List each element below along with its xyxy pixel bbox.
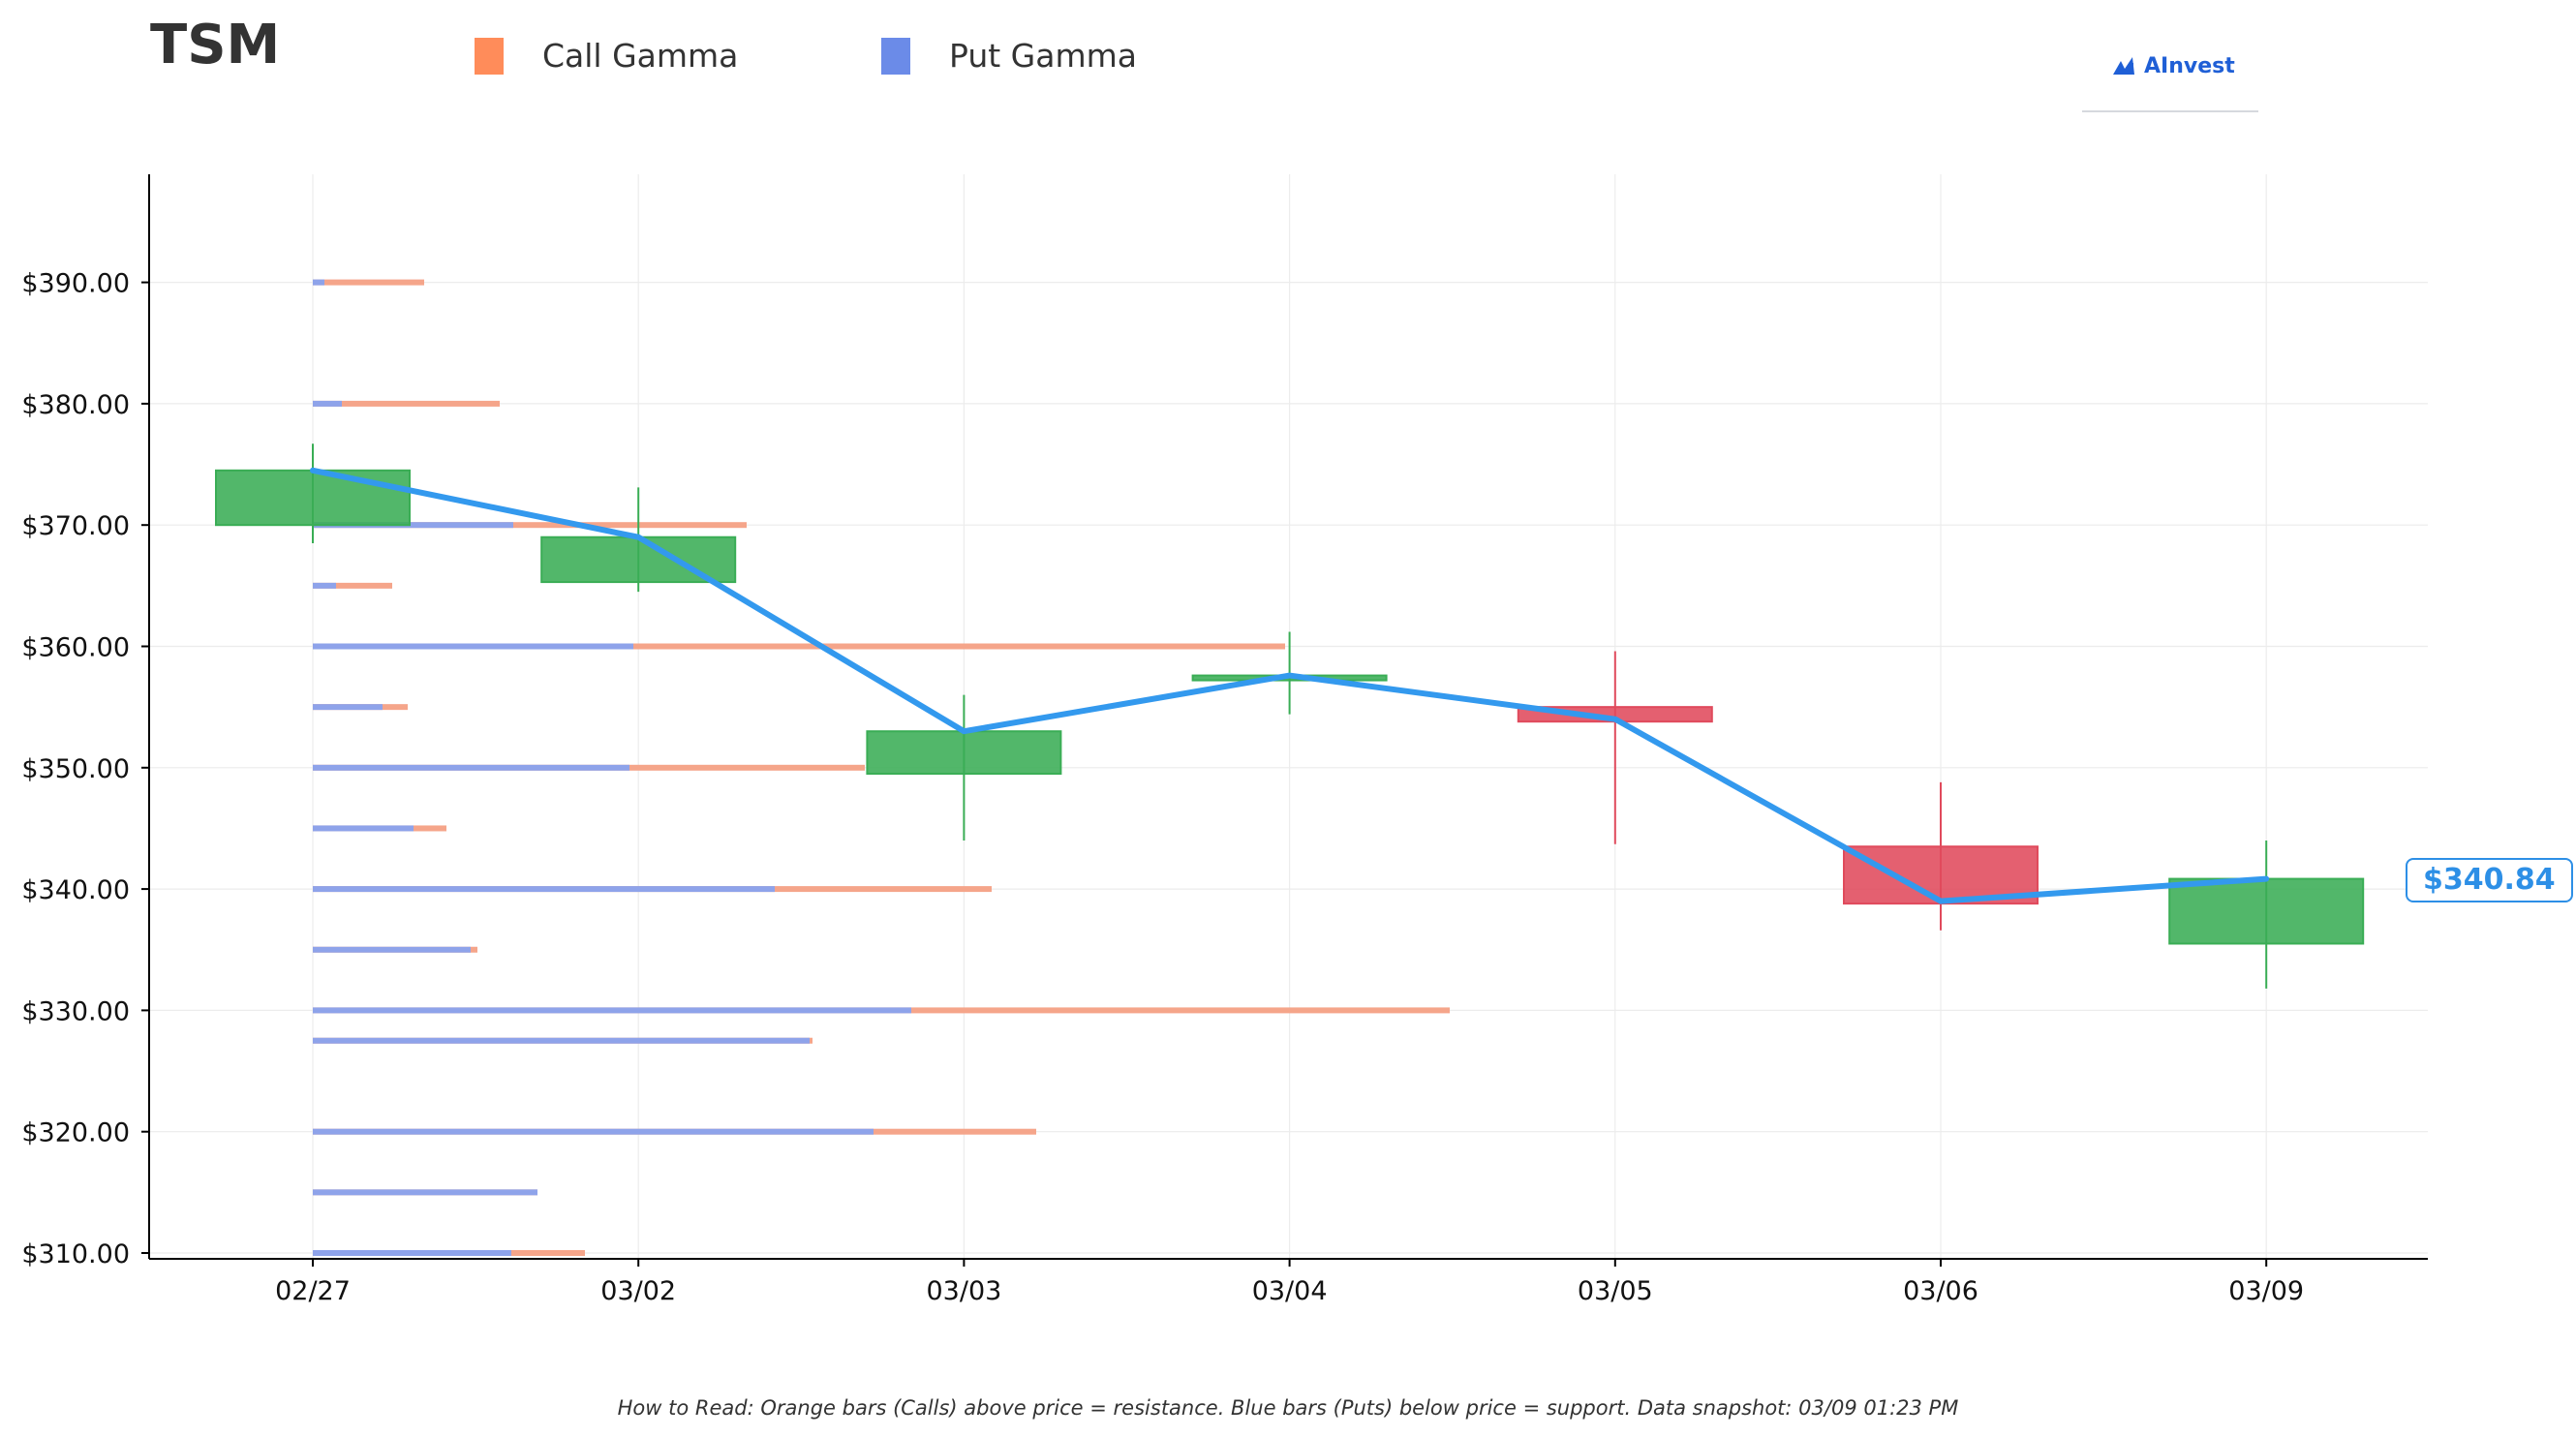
current-price-badge: $340.84 xyxy=(2406,858,2573,902)
y-tick-label: $320.00 xyxy=(21,1118,130,1148)
x-tick-label: 03/04 xyxy=(1252,1276,1328,1306)
put-gamma-bar-370 xyxy=(313,522,513,529)
x-tick-label: 03/02 xyxy=(600,1276,676,1306)
call-gamma-bar-380 xyxy=(313,400,500,407)
put-gamma-bar-310 xyxy=(313,1250,511,1256)
put-gamma-swatch xyxy=(881,37,910,75)
call-gamma-bar-370 xyxy=(313,522,747,529)
put-gamma-bar-350 xyxy=(313,764,629,771)
x-tick-label: 03/05 xyxy=(1578,1276,1653,1306)
y-tick-label: $370.00 xyxy=(21,511,130,541)
logo-chart-icon xyxy=(2113,57,2134,75)
plot-area: $310.00 $320.00 $330.00 $340.00 $350.00 $360.… xyxy=(21,174,2428,1306)
candle-body-03/09 xyxy=(2168,877,2365,945)
y-tick-label: $360.00 xyxy=(21,633,130,663)
x-tick-label: 03/09 xyxy=(2228,1276,2304,1306)
y-tick-label: $380.00 xyxy=(21,390,130,420)
candle-body-03/03 xyxy=(866,730,1062,776)
put-gamma-label: Put Gamma xyxy=(949,37,1137,75)
put-gamma-bar-335 xyxy=(313,946,471,953)
put-gamma-bar-330 xyxy=(313,1007,911,1014)
call-gamma-bar-360 xyxy=(313,643,1285,650)
legend-item-call-gamma: Call Gamma xyxy=(475,37,738,75)
y-tick-label: $350.00 xyxy=(21,754,130,784)
y-tick-label: $340.00 xyxy=(21,875,130,905)
call-gamma-label: Call Gamma xyxy=(542,37,739,75)
x-tick-label: 03/03 xyxy=(926,1276,1001,1306)
put-gamma-bar-327.5 xyxy=(313,1037,810,1044)
footnote: How to Read: Orange bars (Calls) above p… xyxy=(617,1396,1959,1420)
put-gamma-bar-340 xyxy=(313,886,775,893)
put-gamma-bar-380 xyxy=(313,400,342,407)
put-gamma-bar-355 xyxy=(313,704,383,711)
put-gamma-bar-315 xyxy=(313,1189,537,1196)
call-gamma-bar-365 xyxy=(313,582,392,589)
candle-body-02/27 xyxy=(215,469,411,527)
close-price-line xyxy=(310,467,2270,904)
call-gamma-bar-390 xyxy=(313,279,424,286)
put-gamma-bar-365 xyxy=(313,582,336,589)
put-gamma-bar-390 xyxy=(313,279,324,286)
x-tick-label: 03/06 xyxy=(1903,1276,1978,1306)
x-tick-label: 02/27 xyxy=(275,1276,351,1306)
put-gamma-bar-360 xyxy=(313,643,633,650)
y-tick-label: $330.00 xyxy=(21,996,130,1026)
put-gamma-bar-320 xyxy=(313,1128,874,1135)
legend-item-put-gamma: Put Gamma xyxy=(881,37,1137,75)
ticker-title: TSM xyxy=(150,14,281,76)
call-gamma-swatch xyxy=(475,37,504,75)
put-gamma-bar-345 xyxy=(313,825,414,832)
logo-divider xyxy=(2082,110,2258,112)
y-tick-label: $390.00 xyxy=(21,269,130,299)
y-tick-label: $310.00 xyxy=(21,1239,130,1269)
ainvest-logo[interactable]: AInvest xyxy=(2111,48,2256,83)
logo-text: AInvest xyxy=(2144,53,2235,78)
